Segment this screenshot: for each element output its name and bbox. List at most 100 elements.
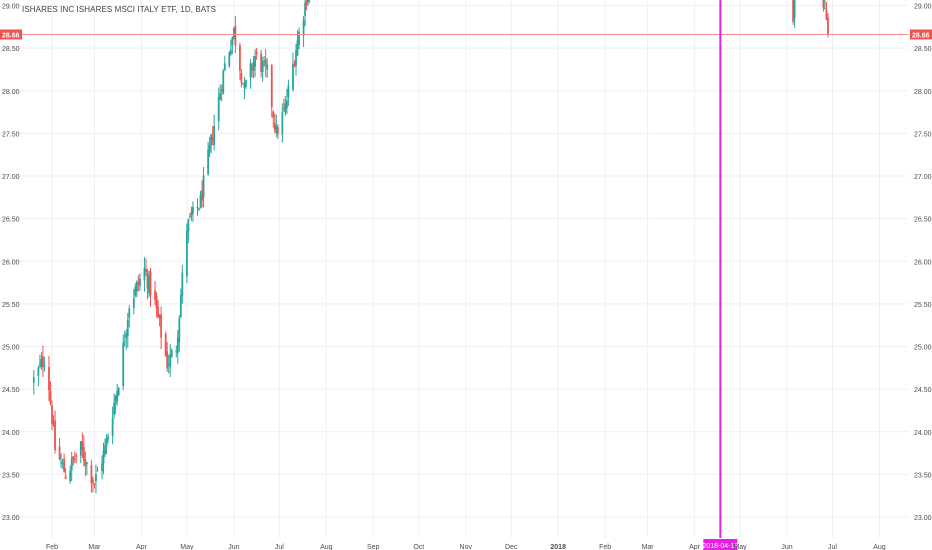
candle-body — [167, 364, 170, 366]
candle-body — [32, 377, 35, 383]
candle-body — [143, 268, 146, 281]
y-tick-label-left: 28.00 — [2, 89, 20, 96]
candle-body — [217, 96, 220, 121]
candle-body — [223, 63, 226, 71]
candle-body — [273, 122, 276, 130]
candle-body — [79, 441, 82, 456]
candle-body — [113, 402, 116, 415]
candle-body — [251, 67, 253, 71]
candlestick-series — [32, 0, 829, 494]
candle-body — [40, 359, 43, 368]
candle-body — [166, 351, 169, 369]
candle-body — [264, 60, 267, 66]
candle-body — [116, 391, 119, 402]
candle-body — [176, 337, 179, 354]
candle-body — [43, 365, 46, 368]
candle-body — [70, 458, 73, 471]
candle-body — [201, 190, 203, 201]
candle-body — [282, 107, 285, 109]
y-tick-label-right: 27.50 — [914, 131, 932, 138]
y-tick-label-left: 23.00 — [2, 515, 20, 522]
candle-body — [305, 0, 308, 5]
candle-body — [58, 446, 61, 460]
candle-body — [149, 271, 152, 296]
candle-body — [84, 459, 87, 466]
candle-body — [69, 470, 72, 482]
candle-body — [157, 306, 159, 317]
y-tick-label-left: 25.50 — [2, 302, 20, 309]
y-tick-label-right: 24.50 — [914, 387, 932, 394]
candle-body — [54, 420, 56, 450]
candle-body — [245, 80, 247, 87]
candle-body — [202, 175, 205, 198]
x-tick-label: 2018 — [550, 544, 566, 550]
candle-body — [266, 65, 269, 70]
candle-body — [42, 356, 44, 367]
candle-body — [231, 37, 234, 46]
candle-body — [284, 103, 287, 113]
candle-body — [49, 391, 52, 404]
crosshair-date-label: 2018-04-18 — [702, 543, 738, 550]
candle-body — [85, 462, 88, 465]
candle-body — [270, 65, 273, 108]
candle-body — [296, 40, 299, 56]
candle-body — [242, 83, 244, 85]
candle-body — [51, 405, 53, 424]
candle-body — [154, 290, 156, 300]
candle-body — [128, 308, 131, 318]
candle-body — [293, 64, 296, 66]
candle-body — [132, 297, 135, 309]
candle-body — [114, 396, 117, 404]
candle-body — [73, 459, 76, 461]
last-price-label-left: 28.66 — [2, 32, 20, 39]
candle-body — [229, 49, 232, 55]
y-tick-label-left: 27.00 — [2, 174, 20, 181]
x-tick-label: Feb — [599, 544, 611, 550]
candle-body — [220, 89, 223, 92]
candle-body — [170, 350, 173, 357]
candle-body — [155, 295, 158, 309]
x-tick-label: Jun — [228, 544, 239, 550]
y-tick-label-right: 28.50 — [914, 46, 932, 53]
x-tick-label: Oct — [413, 544, 424, 550]
candle-body — [239, 45, 241, 71]
candle-body — [196, 206, 199, 208]
x-tick-label: Aug — [320, 544, 333, 550]
last-price-badge-left — [0, 29, 22, 40]
last-price-badge-right — [910, 29, 932, 40]
candle-body — [90, 465, 93, 484]
y-tick-label-left: 29.00 — [2, 4, 20, 11]
candle-body — [243, 83, 246, 88]
candle-body — [185, 230, 188, 277]
candle-body — [827, 18, 829, 35]
grid-lines — [0, 0, 908, 538]
candle-body — [254, 55, 256, 67]
y-tick-label-right: 24.00 — [914, 430, 932, 437]
x-tick-label: Jul — [828, 544, 837, 550]
y-tick-label-left: 23.50 — [2, 472, 20, 479]
y-tick-label-right: 28.00 — [914, 89, 932, 96]
candle-body — [125, 333, 128, 339]
candle-body — [189, 215, 191, 217]
candle-body — [102, 450, 105, 464]
candle-body — [37, 367, 40, 376]
candle-body — [139, 278, 141, 286]
candle-body — [208, 144, 211, 152]
candle-body — [287, 85, 290, 98]
candle-body — [75, 455, 78, 457]
candle-body — [232, 27, 235, 38]
candle-body — [261, 61, 264, 73]
x-tick-label: May — [180, 544, 194, 550]
candle-body — [207, 149, 210, 175]
candle-body — [164, 333, 167, 356]
candle-body — [126, 319, 129, 336]
candle-body — [38, 363, 41, 365]
candle-body — [292, 63, 294, 90]
y-tick-label-right: 23.50 — [914, 472, 932, 479]
candle-body — [255, 52, 258, 54]
candle-body — [122, 342, 125, 387]
candle-body — [222, 70, 225, 94]
